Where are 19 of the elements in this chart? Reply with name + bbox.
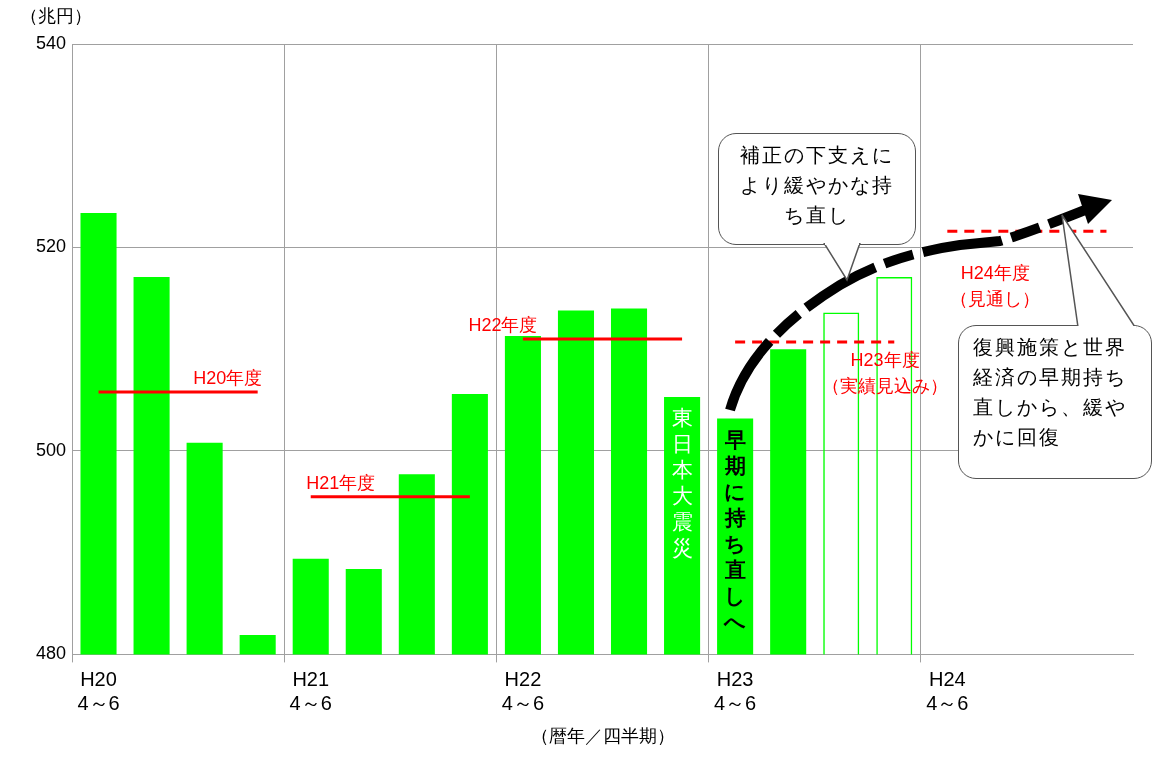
annotation: 東日本大震災 [671, 406, 693, 560]
y-tick-label: 540 [35, 32, 66, 53]
series-label: H20年度 [193, 367, 263, 388]
y-tick-label: 480 [35, 643, 66, 664]
annotation: 補正の下支えにより緩やかな持ち直し [718, 133, 916, 245]
y-tick-label: 500 [35, 439, 66, 460]
series-label: H22年度 [468, 315, 538, 335]
x-tick-label: H22 4～6 [501, 667, 545, 714]
x-axis-title: （暦年／四半期） [530, 726, 675, 747]
x-tick-label: H23 4～6 [714, 667, 757, 714]
x-tick-label: H20 4～6 [77, 667, 120, 714]
y-tick-label: 520 [35, 236, 66, 257]
y-axis-title: （兆円） [20, 5, 92, 26]
series-label: H21年度 [306, 472, 376, 493]
annotation: 復興施策と世界経済の早期持ち直しから、緩やかに回復 [958, 325, 1152, 479]
annotation: 早期に持ち直しへ [723, 427, 747, 633]
x-tick-label: H21 4～6 [289, 667, 332, 714]
series-label: H24年度（見通し） [950, 263, 1041, 310]
x-tick-label: H24 4～6 [926, 667, 969, 714]
